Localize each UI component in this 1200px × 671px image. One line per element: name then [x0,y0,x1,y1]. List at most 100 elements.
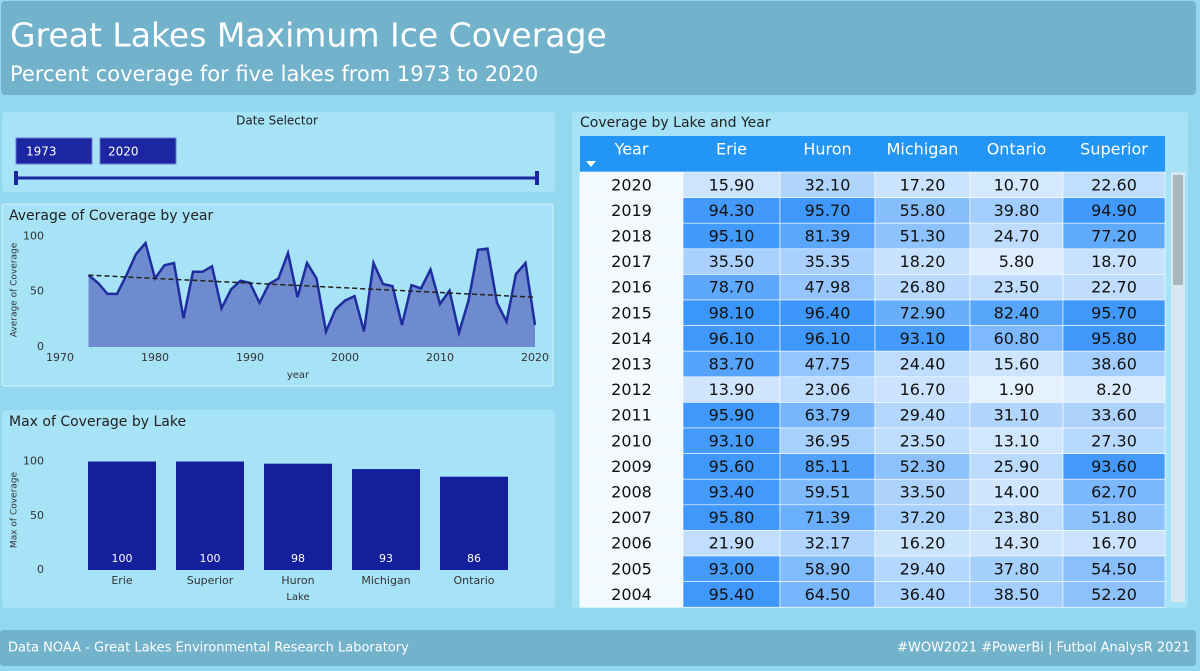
cell: 2016 [611,278,652,297]
cell: 27.30 [1091,431,1137,450]
cell: 37.80 [994,559,1040,578]
cell: 2004 [611,585,652,604]
cell-bg [874,376,971,403]
date-start[interactable]: 1973 [26,145,57,159]
cell: 77.20 [1091,227,1137,246]
cell: 23.80 [994,508,1040,527]
cell-bg [579,478,684,506]
x-tick-label: Ontario [454,574,495,587]
cell: 96.40 [805,303,851,322]
scrollbar-thumb[interactable] [1173,175,1183,285]
cell: 18.20 [900,252,946,271]
column-header[interactable]: Ontario [987,140,1047,159]
cell: 60.80 [994,329,1040,348]
cell-bg [1062,248,1166,275]
cell: 23.06 [805,380,851,399]
slider-handle[interactable] [535,171,539,185]
column-header[interactable]: Michigan [887,140,959,159]
cell-bg [969,402,1064,429]
cell-bg [779,581,876,608]
cell: 93.40 [709,483,755,502]
cell: 55.80 [900,201,946,220]
cell: 2014 [611,329,652,348]
cell: 94.30 [709,201,755,220]
cell: 24.40 [900,355,946,374]
cell-bg [1062,222,1166,250]
cell: 14.00 [994,483,1040,502]
cell: 15.60 [994,355,1040,374]
header-band [1,1,1196,95]
bar [352,469,420,570]
y-tick-label: 0 [37,563,44,576]
cell: 35.35 [805,252,851,271]
cell-bg [874,530,971,557]
cell-bg [682,248,781,275]
cell-bg [579,274,684,301]
cell: 82.40 [994,303,1040,322]
value-label: 100 [200,552,221,565]
cell: 39.80 [994,201,1040,220]
cell: 37.20 [900,508,946,527]
cell-bg [779,350,876,378]
cell-bg [682,581,781,608]
cell: 29.40 [900,406,946,425]
cell: 21.90 [709,534,755,553]
cell: 52.30 [900,457,946,476]
date-end-box[interactable] [99,137,177,165]
cell-bg [969,171,1064,198]
line [87,240,537,338]
sort-arrow[interactable] [586,161,596,167]
cell-bg [779,376,876,403]
cell: 2005 [611,559,652,578]
cell: 52.20 [1091,585,1137,604]
date-end[interactable]: 2020 [108,145,139,159]
cell: 96.10 [709,329,755,348]
y-tick-label: 100 [23,455,44,468]
cell: 95.10 [709,227,755,246]
cell-bg [779,530,876,557]
cell: 47.75 [805,355,851,374]
slider-handle[interactable] [14,171,18,185]
date-start-box[interactable] [15,137,93,165]
column-header[interactable]: Year [614,140,649,159]
x-tick-label: Michigan [361,574,410,587]
cell: 71.39 [805,508,851,527]
cell: 23.50 [900,431,946,450]
cell-bg [969,453,1064,480]
cell-bg [1062,197,1166,224]
x-tick-label: 2000 [331,351,359,364]
cell: 38.50 [994,585,1040,604]
cell-bg [1062,376,1166,403]
cell: 10.70 [994,175,1040,194]
cell: 29.40 [900,559,946,578]
cell: 32.17 [805,534,851,553]
cell: 81.39 [805,227,851,246]
cell: 2012 [611,380,652,399]
cell: 2006 [611,534,652,553]
cell: 22.70 [1091,278,1137,297]
cell: 72.90 [900,303,946,322]
cell: 93.10 [709,431,755,450]
cell-bg [682,171,781,198]
cell-bg [779,402,876,429]
cell: 94.90 [1091,201,1137,220]
bar [88,461,156,570]
cell-bg [1062,325,1166,352]
cell-bg [579,504,684,531]
cell: 8.20 [1096,380,1132,399]
cell: 2018 [611,227,652,246]
area [88,243,535,347]
subtitle: Percent coverage for five lakes from 197… [10,62,538,86]
cell-bg [874,581,971,608]
cell-bg [779,171,876,198]
column-header[interactable]: Erie [716,140,747,159]
cell: 24.70 [994,227,1040,246]
value-label: 98 [291,552,305,565]
table-header [580,136,1165,172]
cell-bg [1062,555,1166,582]
column-header[interactable]: Superior [1080,140,1148,159]
chart-title: Average of Coverage by year [9,208,214,224]
column-header[interactable]: Huron [803,140,851,159]
cell: 23.50 [994,278,1040,297]
cell-bg [579,427,684,454]
